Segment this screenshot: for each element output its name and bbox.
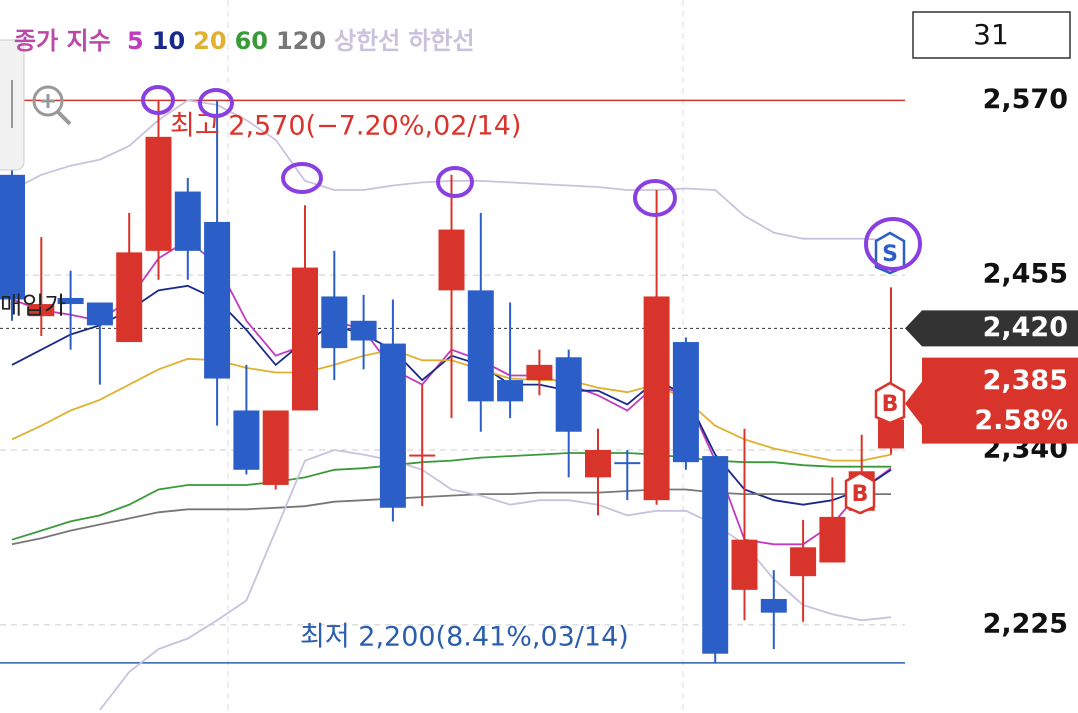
candle-body	[497, 380, 524, 402]
legend-entry: 20	[193, 27, 226, 55]
zoom-icon	[56, 110, 72, 126]
zoom-button[interactable]	[0, 39, 72, 171]
candle-body	[672, 342, 699, 463]
legend-entry: 120	[276, 27, 326, 55]
candle-body	[438, 229, 465, 291]
candle-body	[790, 547, 817, 577]
hand-drawn-circles	[141, 85, 922, 271]
circle	[864, 217, 922, 271]
y-tick-label: 2,570	[983, 84, 1068, 115]
candle-body	[760, 598, 787, 613]
candle-body	[204, 221, 231, 379]
price-tag-label: 2,385	[983, 365, 1068, 396]
candle-body	[379, 343, 406, 508]
candle-body	[467, 290, 494, 402]
candle-body	[614, 462, 641, 465]
candle-body	[292, 267, 318, 411]
purchase-tag	[905, 310, 1078, 347]
change-tag-label: 2.58%	[974, 405, 1068, 436]
circle	[141, 85, 175, 115]
purchase-label: 매입가	[0, 291, 66, 319]
trade-marker-label: B	[882, 392, 899, 417]
legend: 종가 지수 5 10 20 60 120 상한선 하한선	[14, 27, 475, 55]
trade-marker-label: S	[882, 242, 898, 267]
legend-entry: 10	[152, 27, 185, 55]
legend-entry: 상한선	[334, 27, 400, 55]
candle-body	[350, 320, 377, 341]
zoom-icon	[32, 85, 64, 117]
legend-entry: 하한선	[408, 27, 474, 55]
candle-body	[0, 174, 25, 300]
circle	[633, 179, 677, 217]
candle-body	[262, 410, 289, 485]
y-tick-label: 2,225	[983, 608, 1068, 639]
candle-body	[643, 296, 670, 501]
candle-body	[28, 304, 55, 317]
candle-body	[57, 297, 84, 305]
candle-body	[819, 516, 846, 563]
trade-marker-label: B	[852, 482, 869, 507]
legend-label: 종가 지수	[14, 27, 111, 55]
price-tag	[905, 357, 1078, 444]
circle	[436, 166, 474, 198]
period-label: 31	[973, 18, 1009, 51]
candle-body	[233, 410, 260, 470]
candle-body	[526, 364, 553, 381]
annotation-label: 최저 2,200(8.41%,03/14)	[300, 622, 629, 653]
candle-body	[731, 539, 758, 590]
candle-body	[555, 357, 582, 432]
circle	[198, 88, 234, 118]
y-tick-label: 2,455	[983, 259, 1068, 290]
indicator-line	[99, 449, 892, 711]
candle-body	[878, 419, 904, 449]
candle-body	[321, 296, 348, 349]
purchase-tag-label: 2,420	[983, 312, 1068, 343]
trade-marker	[844, 471, 876, 515]
annotation-label: 최고 2,570(−7.20%,02/14)	[170, 111, 521, 142]
candle-body	[145, 136, 172, 251]
period-box[interactable]	[912, 11, 1071, 59]
candle-body	[174, 191, 201, 251]
plot: 최고 2,570(−7.20%,02/14) 최저 2,200(8.41%,03/…	[0, 99, 906, 711]
candle-body	[116, 252, 143, 343]
legend-entry: 5	[127, 27, 144, 55]
trade-marker	[874, 381, 906, 425]
circle	[281, 162, 323, 194]
legend-entry: 60	[235, 27, 268, 55]
candle-body	[702, 456, 729, 654]
candle-body	[86, 302, 113, 326]
candle-body	[585, 449, 611, 478]
candle-body	[409, 454, 436, 457]
